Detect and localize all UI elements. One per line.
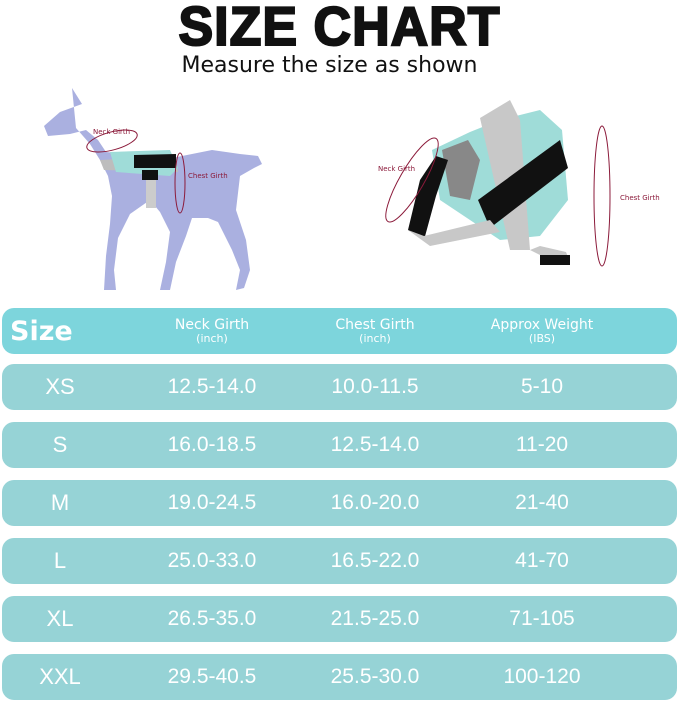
header-neck-girth: Neck Girth (inch) [132,308,292,354]
table-row: XXL 29.5-40.5 25.5-30.0 100-120 [2,654,677,700]
table-row: XL 26.5-35.0 21.5-25.0 71-105 [2,596,677,642]
header-weight: Approx Weight (IBS) [457,308,627,354]
cell-chest: 21.5-25.0 [330,607,420,630]
cell-size: XXL [39,664,81,689]
cell-size: XS [45,374,75,399]
cell-chest: 25.5-30.0 [330,665,420,688]
harness-measure-lines [385,125,611,267]
harness-neck-girth-label: Neck Girth [378,165,415,173]
cell-weight: 5-10 [520,375,564,398]
table-row: S 16.0-18.5 12.5-14.0 11-20 [2,422,677,468]
cell-size: L [53,548,67,573]
cell-chest: 16.0-20.0 [330,491,420,514]
cell-neck: 19.0-24.5 [167,491,257,514]
header-neck-label: Neck Girth [174,316,250,333]
cell-neck: 12.5-14.0 [167,375,257,398]
header-chest-girth: Chest Girth (inch) [295,308,455,354]
cell-chest: 10.0-11.5 [331,375,419,398]
table-row: XS 12.5-14.0 10.0-11.5 5-10 [2,364,677,410]
cell-weight: 41-70 [515,549,569,572]
harness-product [408,100,570,265]
header-weight-unit: (IBS) [528,331,556,345]
subtitle: Measure the size as shown [181,53,478,78]
cell-weight: 71-105 [509,607,575,630]
header-size: Size [10,315,73,347]
cell-weight: 100-120 [503,665,581,688]
table-row: L 25.0-33.0 16.5-22.0 41-70 [2,538,677,584]
cell-size: S [52,432,68,457]
cell-neck: 16.0-18.5 [167,433,257,456]
measurement-illustration: Neck Girth Chest Girth Neck Girth Chest … [44,88,660,290]
page-title: SIZE CHART [178,0,501,58]
cell-neck: 25.0-33.0 [167,549,257,572]
header-neck-unit: (inch) [196,331,228,345]
cell-chest: 16.5-22.0 [330,549,420,572]
cell-weight: 11-20 [515,433,569,456]
cell-neck: 29.5-40.5 [167,665,257,688]
header-chest-label: Chest Girth [335,316,415,333]
cell-neck: 26.5-35.0 [167,607,257,630]
dog-harness [100,150,178,208]
harness-chest-girth-label: Chest Girth [620,194,660,202]
cell-chest: 12.5-14.0 [330,433,420,456]
cell-size: M [50,490,70,515]
table-row: M 19.0-24.5 16.0-20.0 21-40 [2,480,677,526]
dog-chest-girth-label: Chest Girth [188,172,228,180]
table-header: Size Neck Girth (inch) Chest Girth (inch) … [2,308,677,354]
header-chest-unit: (inch) [359,331,391,345]
dog-neck-girth-label: Neck Girth [93,128,130,136]
header-weight-label: Approx Weight [490,316,594,333]
dog-measure-lines [86,129,186,214]
cell-weight: 21-40 [515,491,569,514]
cell-size: XL [46,606,74,631]
